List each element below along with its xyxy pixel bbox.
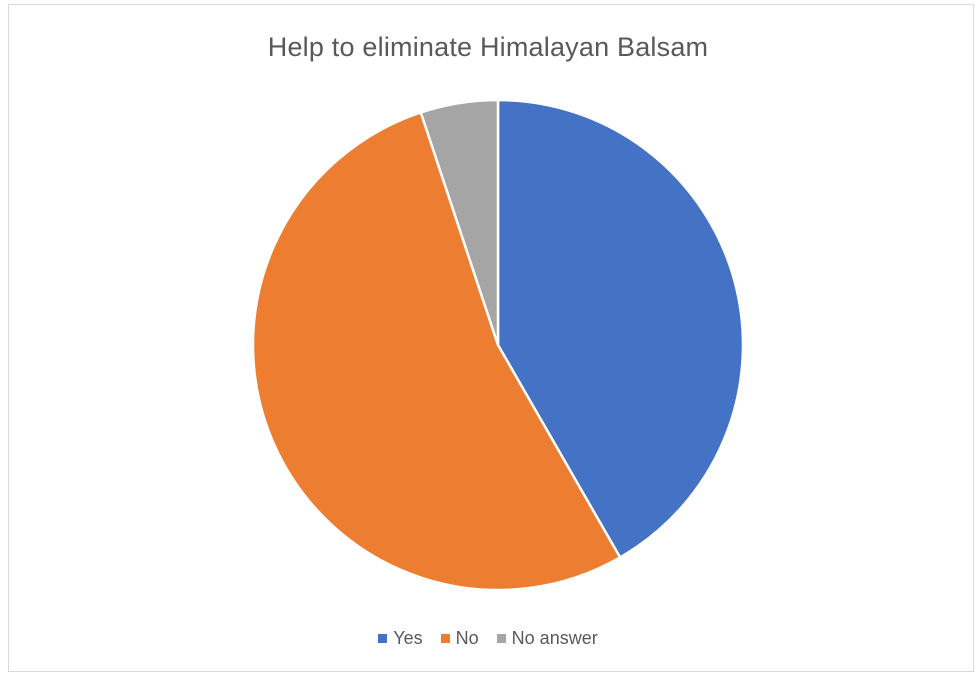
pie-slice-yes [496, 98, 745, 559]
legend-label-yes: Yes [393, 628, 423, 648]
legend-swatch-no-answer [496, 634, 506, 643]
legend-item-yes: Yes [378, 628, 423, 649]
pie-slice-no-answer [419, 98, 500, 347]
legend-swatch-yes [378, 634, 388, 643]
legend-label-no: No [455, 628, 479, 648]
legend-label-no-answer: No answer [511, 628, 598, 648]
chart-title: Help to eliminate Himalayan Balsam [267, 32, 709, 62]
legend-item-no-answer: No answer [496, 628, 598, 649]
pie-slice-no [251, 111, 622, 592]
legend-swatch-no [440, 634, 450, 643]
legend: Yes No No answer [0, 628, 976, 649]
legend-item-no: No [440, 628, 479, 649]
